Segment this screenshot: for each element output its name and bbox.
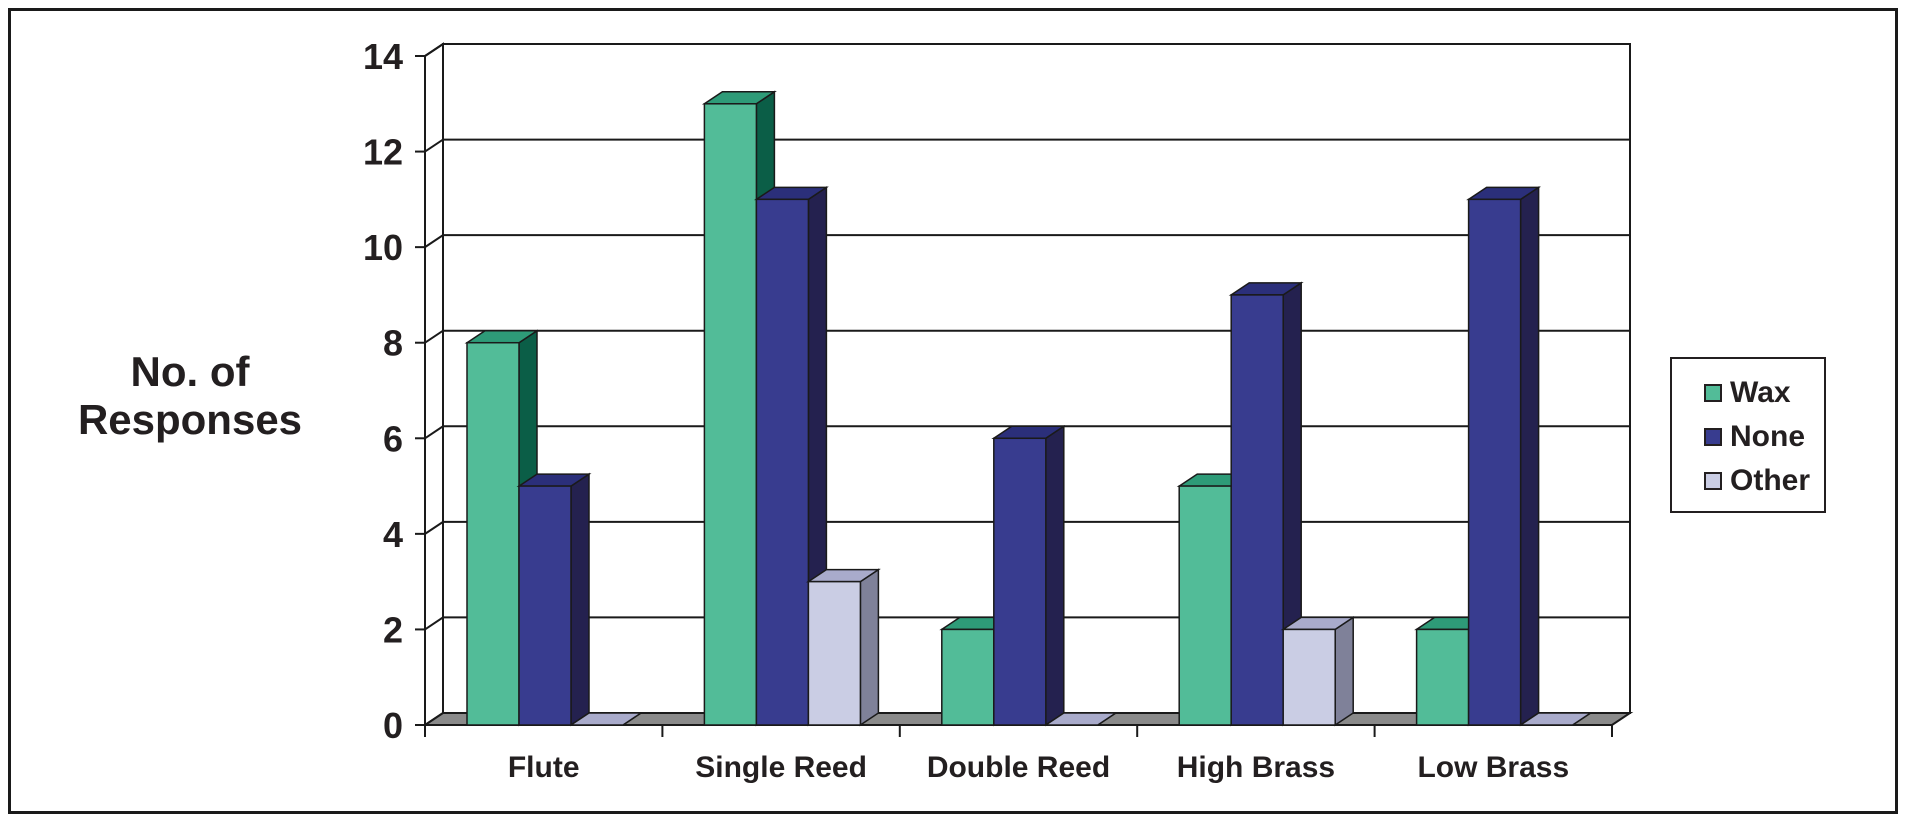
gridline <box>424 43 1630 57</box>
bar-none-flute <box>518 485 572 726</box>
gridline <box>424 234 1630 248</box>
y-tick-label: 10 <box>363 227 403 268</box>
bar-other-double-reed-top <box>1043 712 1119 726</box>
bar-other-high-brass <box>1282 628 1336 726</box>
legend-label-none: None <box>1730 420 1805 453</box>
x-category-label: Single Reed <box>695 751 867 784</box>
y-tick-label: 6 <box>383 418 403 459</box>
legend-label-other: Other <box>1730 464 1811 497</box>
y-axis-label-line-2: Responses <box>77 396 303 443</box>
bar-wax-low-brass <box>1415 628 1470 726</box>
bar-none-double-reed <box>993 437 1047 726</box>
x-category-label: Low Brass <box>1417 751 1569 784</box>
legend-item-wax: Wax <box>1704 373 1791 413</box>
y-tick-label: 4 <box>383 514 403 555</box>
bar-other-single-reed-side <box>859 568 880 727</box>
x-category-label: Double Reed <box>927 751 1110 784</box>
y-tick-label: 8 <box>383 323 403 364</box>
y-tick-label: 14 <box>363 36 403 77</box>
bar-wax-flute <box>466 341 520 726</box>
bar-other-flute-top <box>568 712 644 726</box>
bar-none-single-reed <box>755 198 810 726</box>
legend-item-none: None <box>1704 417 1805 457</box>
y-axis-label-line-1: No. of <box>130 348 250 395</box>
legend-swatch-other <box>1704 472 1722 490</box>
legend: Wax None Other <box>1670 357 1826 513</box>
legend-swatch-none <box>1704 428 1722 446</box>
bar-none-high-brass <box>1230 294 1284 726</box>
bar-wax-double-reed <box>941 628 995 726</box>
bar-none-flute-side <box>570 472 590 727</box>
bar-other-high-brass-side <box>1334 616 1354 727</box>
legend-item-other: Other <box>1704 461 1810 501</box>
legend-label-wax: Wax <box>1730 376 1791 409</box>
y-axis-label: No. of Responses <box>40 348 340 444</box>
y-tick-label: 2 <box>383 609 403 650</box>
gridline <box>424 138 1630 153</box>
bar-none-low-brass-side <box>1519 185 1540 727</box>
bar-other-single-reed <box>807 580 862 726</box>
x-category-label: High Brass <box>1177 751 1335 784</box>
x-category-label: Flute <box>508 751 580 784</box>
bar-other-low-brass-top <box>1518 712 1594 726</box>
bar-none-double-reed-side <box>1045 424 1065 727</box>
y-tick-label: 0 <box>383 705 403 746</box>
bar-wax-single-reed <box>703 103 758 726</box>
y-tick-label: 12 <box>363 132 403 173</box>
bar-wax-high-brass <box>1178 485 1232 726</box>
bar-none-low-brass <box>1467 198 1522 726</box>
legend-swatch-wax <box>1704 384 1722 402</box>
